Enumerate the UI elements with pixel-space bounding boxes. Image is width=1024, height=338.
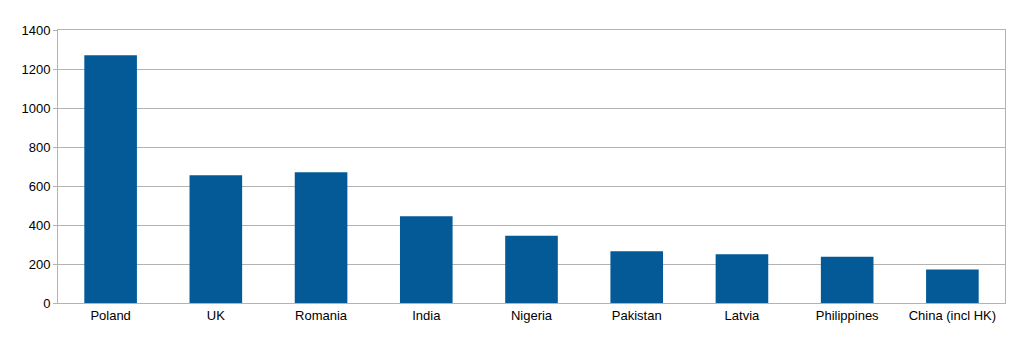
svg-text:1400: 1400 (21, 23, 50, 38)
svg-text:India: India (412, 308, 441, 323)
svg-text:0: 0 (43, 296, 50, 311)
svg-text:400: 400 (29, 218, 51, 233)
svg-text:China (incl HK): China (incl HK) (909, 308, 996, 323)
svg-text:Nigeria: Nigeria (511, 308, 553, 323)
svg-text:Philippines: Philippines (816, 308, 879, 323)
svg-text:Latvia: Latvia (725, 308, 760, 323)
svg-text:Romania: Romania (295, 308, 348, 323)
svg-text:1200: 1200 (21, 62, 50, 77)
svg-text:600: 600 (29, 179, 51, 194)
svg-text:800: 800 (29, 140, 51, 155)
svg-text:UK: UK (207, 308, 225, 323)
svg-text:200: 200 (29, 257, 51, 272)
svg-text:Poland: Poland (90, 308, 130, 323)
svg-text:Pakistan: Pakistan (612, 308, 662, 323)
svg-text:1000: 1000 (21, 101, 50, 116)
